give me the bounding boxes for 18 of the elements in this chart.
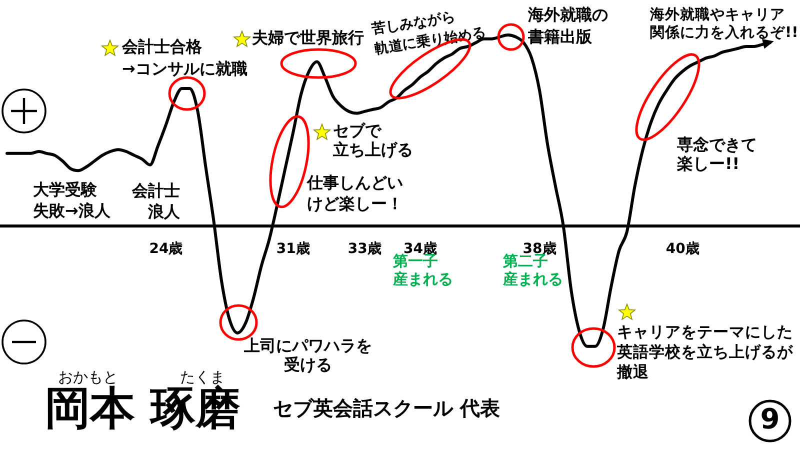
- annotation: 上司にパワハラを受ける: [243, 336, 372, 374]
- x-tick-label: 40歳: [666, 241, 700, 258]
- annotation: 専念できて楽しー!!: [676, 135, 757, 174]
- annotation: 仕事しんどいけど楽しー！: [306, 173, 403, 214]
- annotation: 会計士合格→コンサルに就職: [121, 37, 248, 78]
- text: セブ英会話スクール 代表: [273, 396, 500, 420]
- annotation: 会計士浪人: [131, 181, 181, 222]
- annotation: 海外就職の書籍出版: [527, 5, 608, 46]
- annotation: セブで立ち上げる: [332, 121, 413, 160]
- text: たくま: [180, 368, 225, 386]
- annotation: キャリアをテーマにした英語学校を立ち上げるが撤退: [616, 323, 794, 382]
- annotation: 海外就職やキャリア関係に力を入れるぞ!!: [649, 6, 798, 41]
- annotation: 夫婦で世界旅行: [251, 28, 364, 48]
- annotation: 大学受験失敗→浪人: [33, 180, 112, 220]
- text: 9: [760, 402, 780, 436]
- x-tick-label: 31歳: [276, 241, 310, 258]
- x-tick-label: 24歳: [149, 241, 183, 258]
- x-tick-label: 33歳: [348, 241, 382, 258]
